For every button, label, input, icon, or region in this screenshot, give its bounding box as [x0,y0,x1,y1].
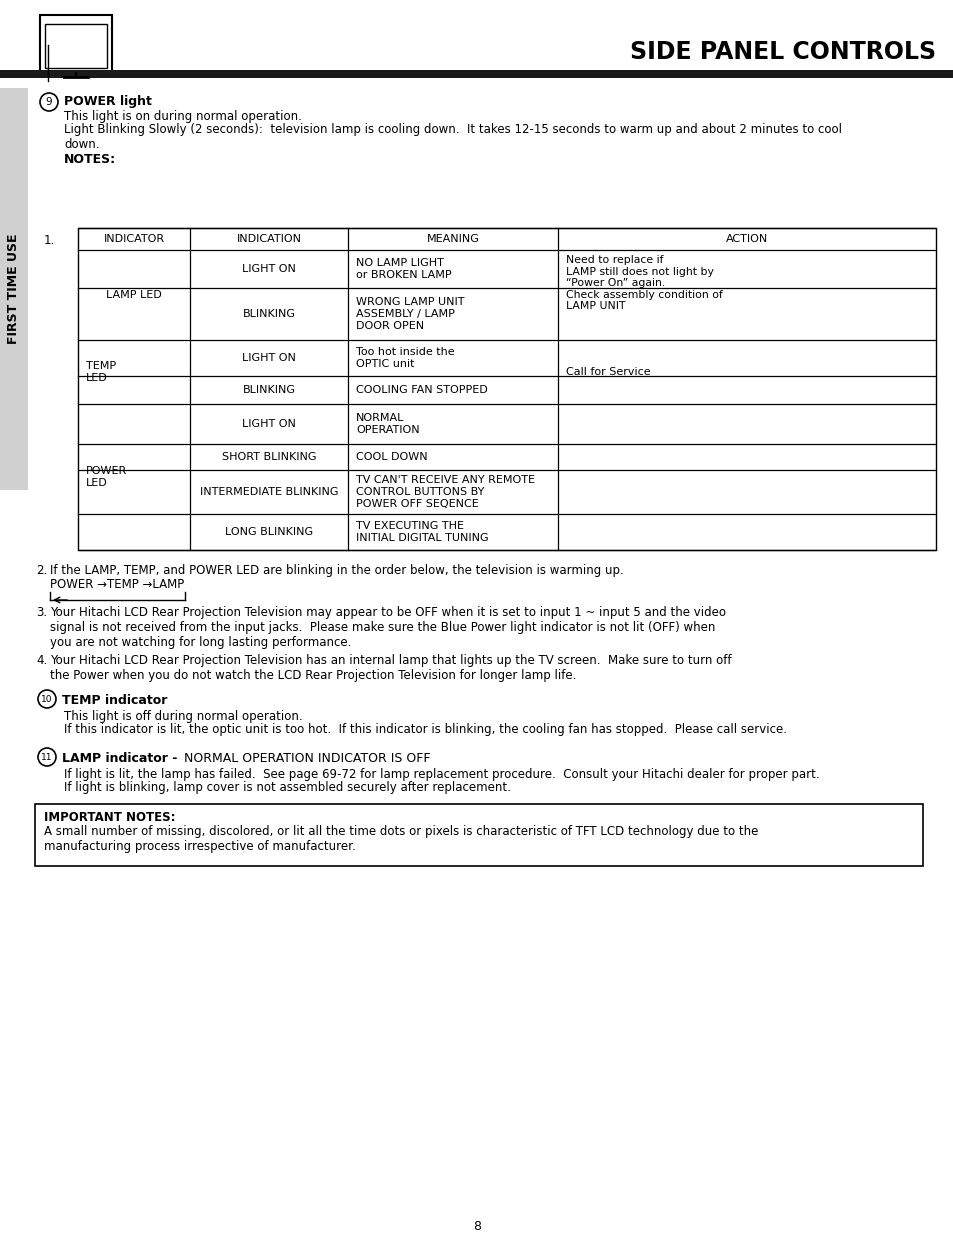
Text: COOL DOWN: COOL DOWN [355,452,427,462]
Text: If the LAMP, TEMP, and POWER LED are blinking in the order below, the television: If the LAMP, TEMP, and POWER LED are bli… [50,564,623,577]
Text: SHORT BLINKING: SHORT BLINKING [221,452,315,462]
Text: Your Hitachi LCD Rear Projection Television has an internal lamp that lights up : Your Hitachi LCD Rear Projection Televis… [50,655,731,682]
Text: 9: 9 [46,98,52,107]
Text: NOTES:: NOTES: [64,153,116,165]
Text: TV CAN'T RECEIVE ANY REMOTE
CONTROL BUTTONS BY
POWER OFF SEQENCE: TV CAN'T RECEIVE ANY REMOTE CONTROL BUTT… [355,475,535,509]
Text: NORMAL OPERATION INDICATOR IS OFF: NORMAL OPERATION INDICATOR IS OFF [184,752,430,764]
Text: 2.: 2. [36,564,48,577]
Bar [0,70,953,78]
Text: If light is lit, the lamp has failed.  See page 69-72 for lamp replacement proce: If light is lit, the lamp has failed. Se… [64,768,819,781]
Text: POWER light: POWER light [64,95,152,107]
Text: COOLING FAN STOPPED: COOLING FAN STOPPED [355,385,487,395]
Text: LONG BLINKING: LONG BLINKING [225,527,313,537]
Text: 8: 8 [473,1220,480,1233]
Text: Need to replace if
LAMP still does not light by
“Power On” again.
Check assembly: Need to replace if LAMP still does not l… [565,254,722,311]
Text: IMPORTANT NOTES:: IMPORTANT NOTES: [44,811,175,824]
Text: This light is on during normal operation.: This light is on during normal operation… [64,110,301,124]
Text: INTERMEDIATE BLINKING: INTERMEDIATE BLINKING [199,487,338,496]
Text: POWER
LED: POWER LED [86,466,127,488]
Text: BLINKING: BLINKING [242,385,295,395]
Text: If light is blinking, lamp cover is not assembled securely after replacement.: If light is blinking, lamp cover is not … [64,781,511,794]
Bar [40,15,112,73]
Text: LIGHT ON: LIGHT ON [242,264,295,274]
Bar [35,804,923,866]
Text: Too hot inside the
OPTIC unit: Too hot inside the OPTIC unit [355,347,455,369]
Text: MEANING: MEANING [426,233,479,245]
Text: 10: 10 [41,694,52,704]
Text: Your Hitachi LCD Rear Projection Television may appear to be OFF when it is set : Your Hitachi LCD Rear Projection Televis… [50,606,725,650]
Bar [45,23,107,68]
Text: NORMAL
OPERATION: NORMAL OPERATION [355,414,419,435]
Text: FIRST TIME USE: FIRST TIME USE [8,233,20,345]
Text: 1.: 1. [44,233,55,247]
Text: LIGHT ON: LIGHT ON [242,419,295,429]
Text: SIDE PANEL CONTROLS: SIDE PANEL CONTROLS [629,40,935,64]
Text: 4.: 4. [36,655,48,667]
Text: WRONG LAMP UNIT
ASSEMBLY / LAMP
DOOR OPEN: WRONG LAMP UNIT ASSEMBLY / LAMP DOOR OPE… [355,298,464,331]
Bar [0,88,28,490]
Bar [78,228,935,550]
Text: ACTION: ACTION [725,233,767,245]
Text: 11: 11 [41,752,52,762]
Text: BLINKING: BLINKING [242,309,295,319]
Text: NO LAMP LIGHT
or BROKEN LAMP: NO LAMP LIGHT or BROKEN LAMP [355,258,451,280]
Text: 3.: 3. [36,606,47,619]
Text: Call for Service: Call for Service [565,367,650,377]
Text: LIGHT ON: LIGHT ON [242,353,295,363]
Text: If this indicator is lit, the optic unit is too hot.  If this indicator is blink: If this indicator is lit, the optic unit… [64,722,786,736]
Text: INDICATION: INDICATION [236,233,301,245]
Text: TV EXECUTING THE
INITIAL DIGITAL TUNING: TV EXECUTING THE INITIAL DIGITAL TUNING [355,521,488,543]
Text: LAMP indicator -: LAMP indicator - [62,752,182,764]
Text: TEMP
LED: TEMP LED [86,361,116,383]
Text: A small number of missing, discolored, or lit all the time dots or pixels is cha: A small number of missing, discolored, o… [44,825,758,853]
Text: This light is off during normal operation.: This light is off during normal operatio… [64,710,302,722]
Text: POWER →TEMP →LAMP: POWER →TEMP →LAMP [50,578,184,592]
Text: LAMP LED: LAMP LED [106,290,162,300]
Text: TEMP indicator: TEMP indicator [62,694,167,706]
Text: Light Blinking Slowly (2 seconds):  television lamp is cooling down.  It takes 1: Light Blinking Slowly (2 seconds): telev… [64,124,841,151]
Text: INDICATOR: INDICATOR [103,233,164,245]
